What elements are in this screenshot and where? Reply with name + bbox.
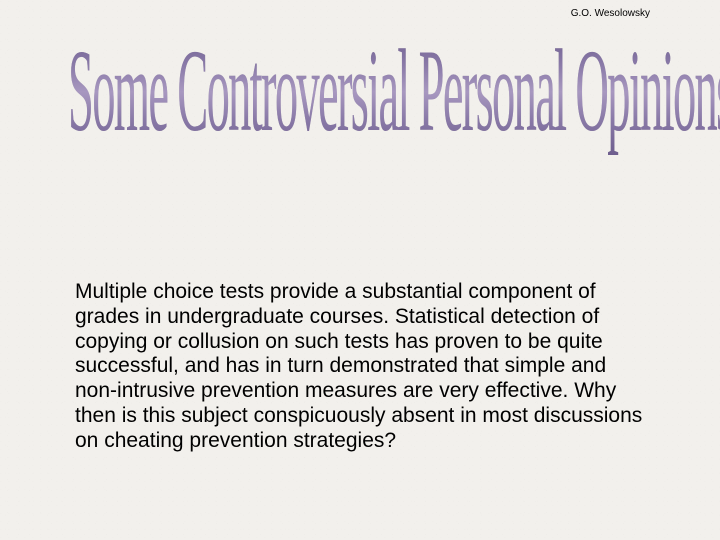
title-container: Some Controversial Personal Opinions — [0, 60, 720, 124]
body-paragraph: Multiple choice tests provide a substant… — [75, 280, 645, 453]
slide-title: Some Controversial Personal Opinions — [68, 25, 720, 159]
author-credit: G.O. Wesolowsky — [571, 8, 650, 19]
